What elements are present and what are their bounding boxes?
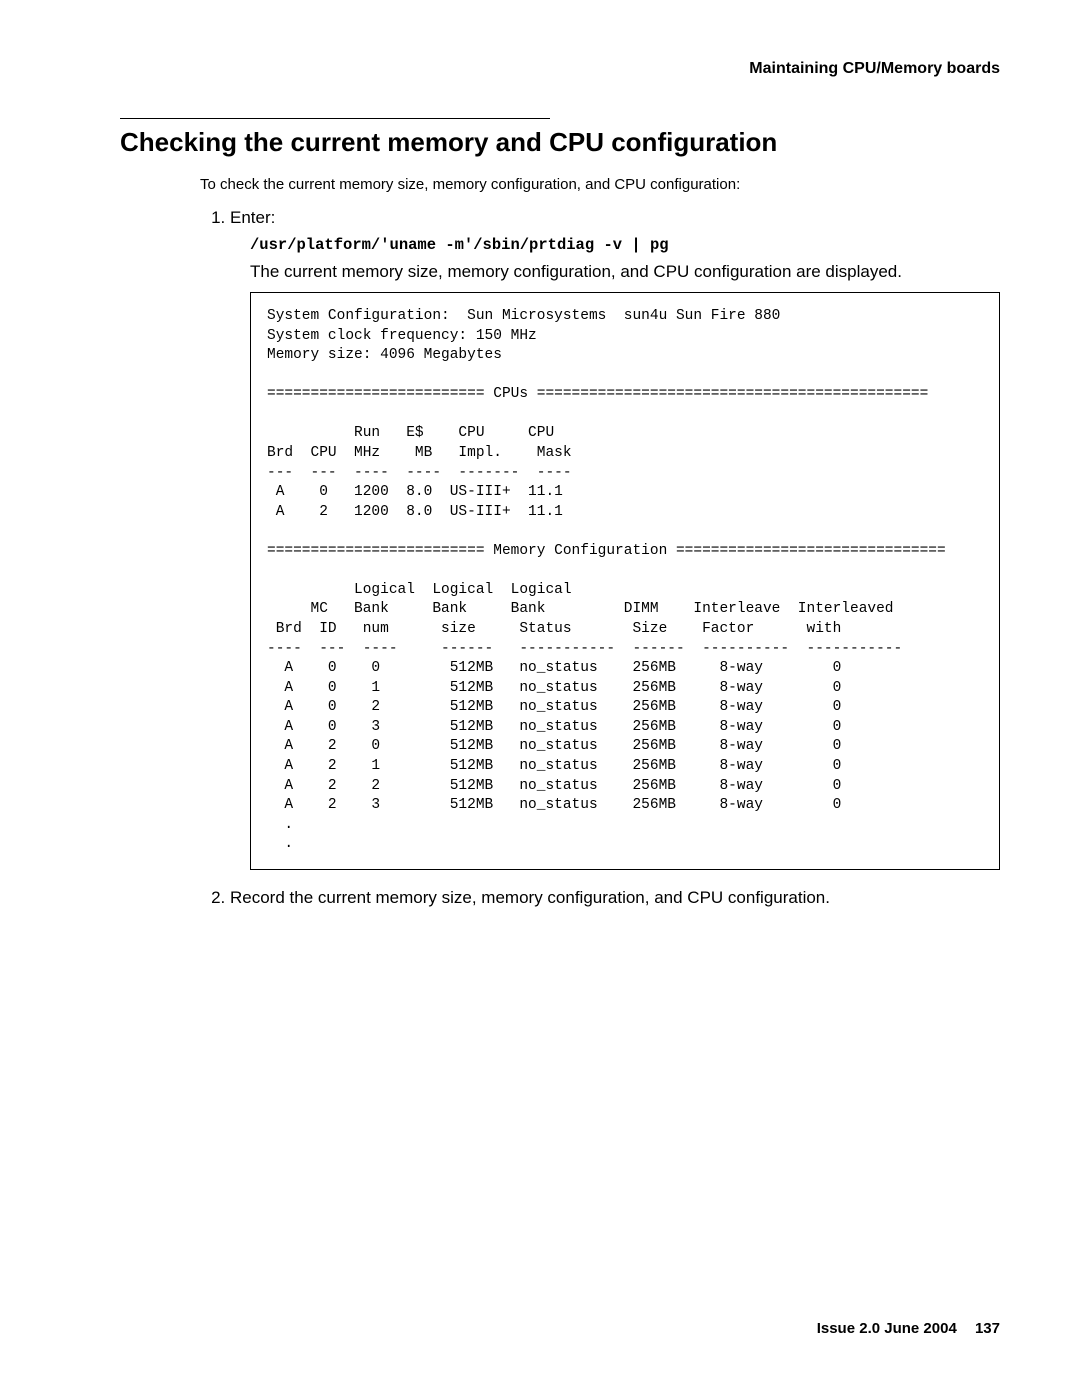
page-title: Checking the current memory and CPU conf… [120, 127, 1000, 158]
term-mem-row2: A 0 2 512MB no_status 256MB 8-way 0 [267, 699, 841, 715]
procedure-list: Enter: /usr/platform/'uname -m'/sbin/prt… [120, 208, 1000, 908]
term-mem-hdr2: MC Bank Bank Bank DIMM Interleave Interl… [267, 601, 894, 617]
term-cpu-row0: A 0 1200 8.0 US-III+ 11.1 [267, 484, 563, 500]
command-line: /usr/platform/'uname -m'/sbin/prtdiag -v… [250, 236, 1000, 254]
term-mem-rule: ========================= Memory Configu… [267, 543, 946, 559]
step-1-label: Enter: [230, 208, 275, 227]
term-cpu-sep: --- --- ---- ---- ------- ---- [267, 465, 572, 481]
term-mem-row4: A 2 0 512MB no_status 256MB 8-way 0 [267, 738, 841, 754]
term-cpu-hdr2: Brd CPU MHz MB Impl. Mask [267, 445, 572, 461]
step-1: Enter: /usr/platform/'uname -m'/sbin/prt… [230, 208, 1000, 870]
term-mem-row5: A 2 1 512MB no_status 256MB 8-way 0 [267, 758, 841, 774]
terminal-output: System Configuration: Sun Microsystems s… [250, 292, 1000, 870]
term-sys-clock: System clock frequency: 150 MHz [267, 328, 537, 344]
term-mem-row1: A 0 1 512MB no_status 256MB 8-way 0 [267, 680, 841, 696]
term-cpu-hdr1: Run E$ CPU CPU [267, 425, 554, 441]
term-mem-hdr3: Brd ID num size Status Size Factor with [267, 621, 841, 637]
running-header: Maintaining CPU/Memory boards [120, 60, 1000, 78]
term-dots1: . [267, 817, 293, 833]
term-cpu-row1: A 2 1200 8.0 US-III+ 11.1 [267, 504, 563, 520]
step-2: Record the current memory size, memory c… [230, 888, 1000, 908]
term-cpus-rule: ========================= CPUs =========… [267, 386, 928, 402]
term-mem-sep: ---- --- ---- ------ ----------- ------ … [267, 641, 902, 657]
step-2-label: Record the current memory size, memory c… [230, 888, 830, 907]
term-mem-row6: A 2 2 512MB no_status 256MB 8-way 0 [267, 778, 841, 794]
term-sys-config: System Configuration: Sun Microsystems s… [267, 308, 780, 324]
term-mem-row7: A 2 3 512MB no_status 256MB 8-way 0 [267, 797, 841, 813]
page-footer: Issue 2.0 June 2004 137 [817, 1320, 1000, 1337]
term-mem-row3: A 0 3 512MB no_status 256MB 8-way 0 [267, 719, 841, 735]
footer-page-number: 137 [975, 1320, 1000, 1337]
term-mem-hdr1: Logical Logical Logical [267, 582, 572, 598]
page-container: Maintaining CPU/Memory boards Checking t… [0, 0, 1080, 1397]
term-mem-row0: A 0 0 512MB no_status 256MB 8-way 0 [267, 660, 841, 676]
term-dots2: . [267, 836, 293, 852]
footer-issue: Issue 2.0 June 2004 [817, 1320, 957, 1337]
step-1-result: The current memory size, memory configur… [250, 262, 1000, 282]
section-rule [120, 118, 550, 119]
term-mem-size: Memory size: 4096 Megabytes [267, 347, 502, 363]
intro-text: To check the current memory size, memory… [200, 176, 1000, 193]
